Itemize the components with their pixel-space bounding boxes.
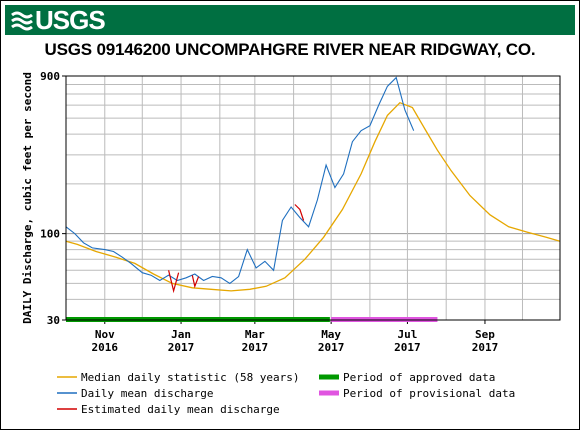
legend-median-label: Median daily statistic (58 years) [81,371,300,384]
legend-daily-label: Daily mean discharge [81,387,213,400]
estimated-line [168,270,180,294]
x-tick-year: 2017 [472,341,499,354]
x-tick-month: Sep [475,328,495,341]
plot-area [66,76,560,320]
median-line [65,101,561,292]
x-tick-year: 2017 [318,341,345,354]
daily-mean-line [65,76,415,285]
x-tick-month: Jan [171,328,191,341]
x-tick-year: 2016 [92,341,119,354]
chart-title: USGS 09146200 UNCOMPAHGRE RIVER NEAR RID… [44,40,536,59]
usgs-logo[interactable]: USGS [11,5,106,35]
y-axis-label: DAILY Discharge, cubic feet per second [21,72,34,324]
x-tick-month: Jul [397,328,417,341]
usgs-wave-icon [11,11,33,31]
x-tick-year: 2017 [168,341,195,354]
x-tick-month: Nov [95,328,115,341]
legend-approved-label: Period of approved data [343,371,495,384]
x-tick-year: 2017 [394,341,421,354]
estimated-line [191,275,200,289]
usgs-banner: USGS [5,5,575,35]
x-tick-year: 2017 [242,341,269,354]
x-tick-month: Mar [245,328,265,341]
y-tick-label: 900 [40,70,60,83]
y-tick-label: 100 [40,228,60,241]
plot-border [65,75,561,321]
legend-provisional-label: Period of provisional data [343,387,515,400]
y-tick-label: 30 [47,314,60,327]
logo-text: USGS [35,5,106,35]
legend-estimated-label: Estimated daily mean discharge [81,403,280,416]
x-tick-month: May [321,328,341,341]
estimated-line [294,204,305,221]
